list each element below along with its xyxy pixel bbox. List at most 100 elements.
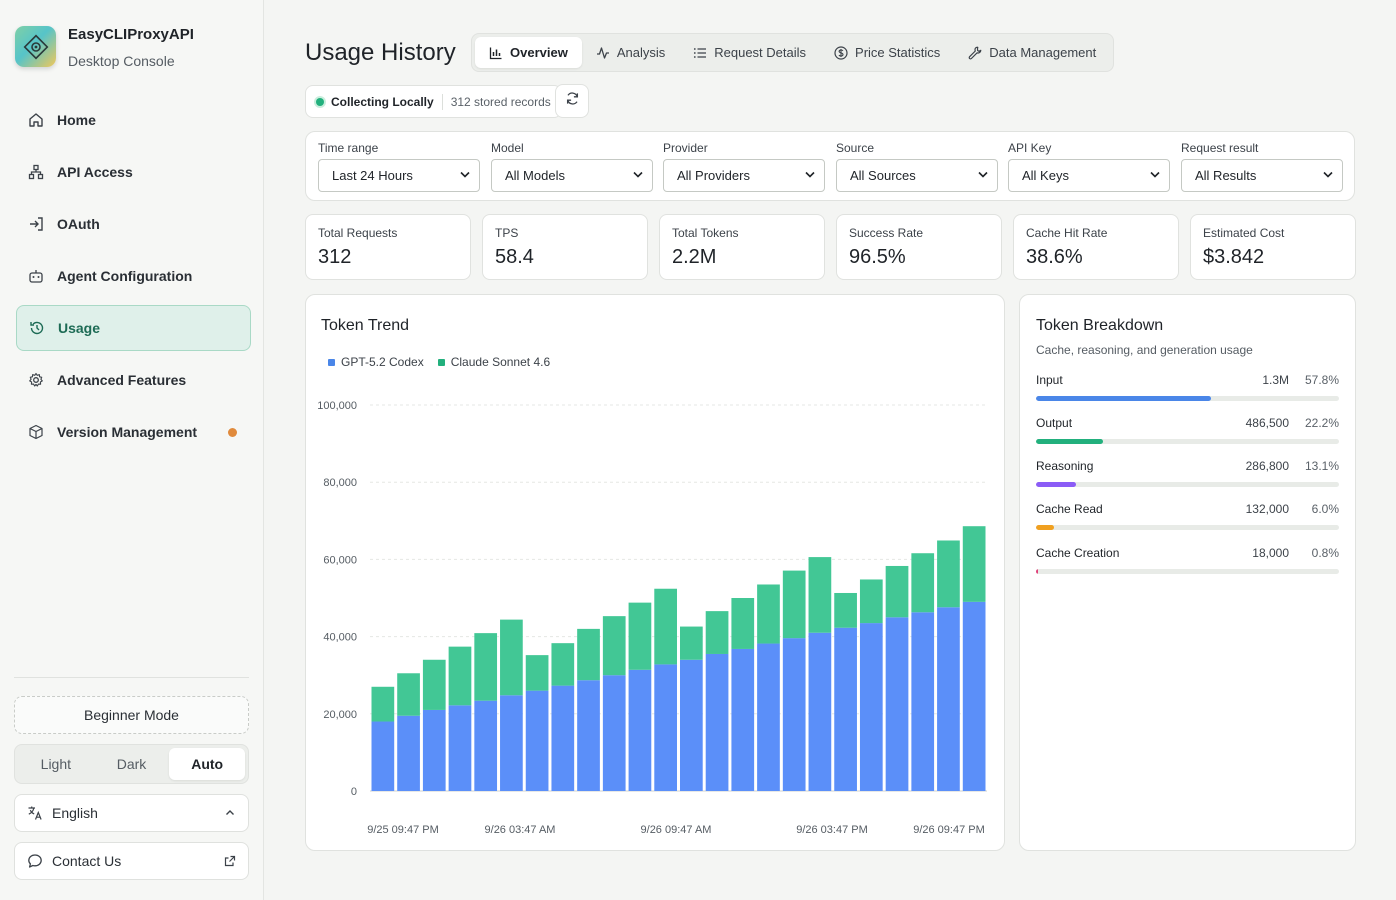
theme-auto-option[interactable]: Auto bbox=[169, 748, 246, 780]
breakdown-percent: 0.8% bbox=[1311, 546, 1339, 560]
bar-claude-segment bbox=[937, 540, 960, 608]
chart-legend: GPT-5.2 Codex Claude Sonnet 4.6 bbox=[328, 355, 564, 369]
sidebar-item-label: Usage bbox=[58, 320, 101, 336]
bar-gpt-segment bbox=[782, 638, 806, 791]
sidebar-item-version-management[interactable]: Version Management bbox=[16, 409, 251, 455]
api-key-select[interactable]: All Keys bbox=[1008, 159, 1170, 192]
bar-claude-segment bbox=[371, 686, 395, 722]
tab-request-details[interactable]: Request Details bbox=[679, 37, 820, 68]
external-link-icon bbox=[224, 855, 236, 867]
bar-claude-segment bbox=[731, 598, 755, 649]
time-range-select[interactable]: Last 24 Hours bbox=[318, 159, 480, 192]
breakdown-name: Cache Creation bbox=[1036, 546, 1120, 560]
breakdown-bar bbox=[1036, 396, 1212, 401]
source-select[interactable]: All Sources bbox=[836, 159, 998, 192]
collection-status: Collecting Locally 312 stored records bbox=[305, 85, 562, 118]
translate-icon bbox=[27, 805, 43, 821]
provider-select[interactable]: All Providers bbox=[663, 159, 825, 192]
breakdown-value: 486,500 bbox=[1245, 416, 1289, 430]
bar-gpt-segment bbox=[962, 601, 986, 791]
chevron-down-icon bbox=[977, 168, 989, 183]
bar-gpt-segment bbox=[911, 612, 935, 791]
sidebar-item-oauth[interactable]: OAuth bbox=[16, 201, 251, 247]
refresh-button[interactable] bbox=[555, 84, 589, 118]
model-select[interactable]: All Models bbox=[491, 159, 653, 192]
breakdown-percent: 13.1% bbox=[1304, 459, 1339, 473]
bar-claude-segment bbox=[602, 616, 626, 676]
app-subtitle: Desktop Console bbox=[68, 53, 175, 69]
theme-light-option[interactable]: Light bbox=[40, 756, 72, 772]
bar-gpt-segment bbox=[525, 690, 549, 791]
y-tick-label: 0 bbox=[351, 786, 357, 798]
x-tick-label: 9/26 03:47 AM bbox=[485, 824, 556, 836]
stat-value: 38.6% bbox=[1026, 246, 1083, 268]
bar-gpt-segment bbox=[577, 680, 600, 791]
sidebar-item-label: Home bbox=[57, 112, 96, 128]
contact-us-link[interactable]: Contact Us bbox=[14, 842, 249, 880]
breakdown-name: Reasoning bbox=[1036, 459, 1094, 473]
sidebar-item-agent-configuration[interactable]: Agent Configuration bbox=[16, 253, 251, 299]
bar-gpt-segment bbox=[474, 700, 498, 791]
history-icon bbox=[29, 320, 45, 336]
bar-gpt-segment bbox=[885, 617, 909, 791]
brand: EasyCLIProxyAPI Desktop Console bbox=[15, 26, 194, 69]
legend-swatch bbox=[437, 358, 445, 366]
sidebar-item-advanced-features[interactable]: Advanced Features bbox=[16, 357, 251, 403]
breakdown-track bbox=[1036, 525, 1339, 530]
filter-label: Provider bbox=[663, 141, 708, 155]
bar-claude-segment bbox=[422, 659, 446, 710]
bar-claude-segment bbox=[705, 611, 729, 654]
sidebar-item-home[interactable]: Home bbox=[16, 97, 251, 143]
bar-gpt-segment bbox=[422, 709, 446, 791]
bar-claude-segment bbox=[474, 633, 498, 701]
sidebar-nav: Home API Access OAuth Agent Configuratio… bbox=[16, 97, 251, 461]
theme-dark-option[interactable]: Dark bbox=[116, 756, 147, 772]
tab-data-management[interactable]: Data Management bbox=[954, 37, 1110, 68]
sidebar-item-label: API Access bbox=[57, 164, 133, 180]
theme-switcher: Light Dark Auto bbox=[14, 744, 249, 784]
status-separator bbox=[441, 93, 443, 110]
sidebar: EasyCLIProxyAPI Desktop Console Home API… bbox=[0, 0, 264, 900]
legend-item-claude[interactable]: Claude Sonnet 4.6 bbox=[437, 355, 550, 369]
tab-label: Price Statistics bbox=[855, 45, 941, 60]
legend-item-gpt[interactable]: GPT-5.2 Codex bbox=[328, 355, 424, 369]
breakdown-track bbox=[1036, 482, 1339, 487]
beginner-mode-button[interactable]: Beginner Mode bbox=[14, 696, 249, 734]
usage-tabs: Overview Analysis Request Details Price … bbox=[471, 33, 1115, 72]
breakdown-row-reasoning: Reasoning 286,800 13.1% bbox=[1036, 459, 1339, 487]
network-icon bbox=[28, 164, 44, 180]
filter-time-range: Time range Last 24 Hours bbox=[318, 141, 480, 192]
bar-gpt-segment bbox=[654, 664, 677, 791]
breakdown-track bbox=[1036, 439, 1339, 444]
breakdown-percent: 6.0% bbox=[1311, 502, 1339, 516]
y-tick-label: 100,000 bbox=[317, 400, 357, 412]
select-value: All Results bbox=[1195, 168, 1257, 183]
home-icon bbox=[28, 112, 44, 128]
request-result-select[interactable]: All Results bbox=[1181, 159, 1343, 192]
gear-icon bbox=[28, 372, 44, 388]
sidebar-item-api-access[interactable]: API Access bbox=[16, 149, 251, 195]
y-tick-label: 20,000 bbox=[323, 709, 357, 721]
language-select[interactable]: English bbox=[14, 794, 249, 832]
breakdown-bar bbox=[1036, 439, 1104, 444]
breakdown-bar bbox=[1036, 482, 1076, 487]
chevron-down-icon bbox=[459, 168, 471, 183]
sidebar-item-label: Agent Configuration bbox=[57, 268, 193, 284]
tab-analysis[interactable]: Analysis bbox=[582, 37, 679, 68]
sidebar-item-label: Version Management bbox=[57, 424, 198, 440]
bar-claude-segment bbox=[834, 592, 857, 628]
bar-claude-segment bbox=[525, 655, 549, 691]
sidebar-item-usage[interactable]: Usage bbox=[16, 305, 251, 351]
x-tick-label: 9/25 09:47 PM bbox=[367, 824, 439, 836]
stat-estimated-cost: Estimated Cost $3.842 bbox=[1190, 214, 1356, 280]
select-value: All Keys bbox=[1022, 168, 1069, 183]
stat-label: Cache Hit Rate bbox=[1026, 226, 1108, 240]
filter-label: Time range bbox=[318, 141, 379, 155]
wrench-icon bbox=[968, 46, 982, 60]
breakdown-value: 18,000 bbox=[1252, 546, 1289, 560]
tab-overview[interactable]: Overview bbox=[475, 37, 582, 68]
tab-price-statistics[interactable]: Price Statistics bbox=[820, 37, 954, 68]
tab-label: Analysis bbox=[616, 45, 666, 60]
bar-gpt-segment bbox=[602, 675, 626, 791]
x-tick-label: 9/26 09:47 AM bbox=[641, 824, 712, 836]
